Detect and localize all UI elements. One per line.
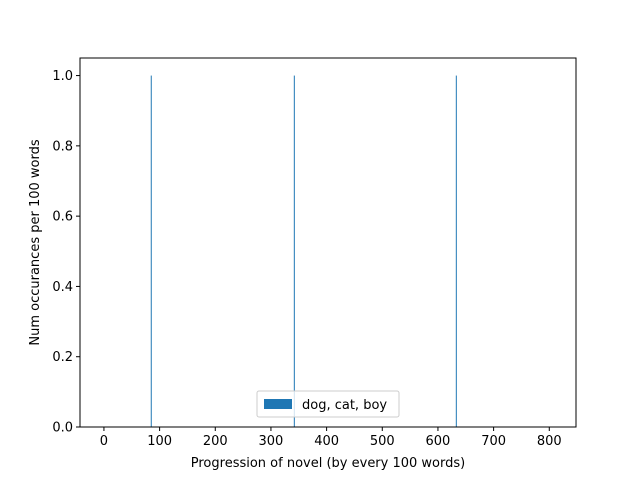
x-axis: 0 100 200 300 400 500 600 700 800 <box>100 427 562 449</box>
x-tick-label: 0 <box>100 434 108 449</box>
y-tick-label: 1.0 <box>52 69 73 84</box>
y-tick-label: 0.4 <box>52 280 73 295</box>
legend-swatch <box>264 399 292 409</box>
x-tick-label: 400 <box>314 434 339 449</box>
x-tick-label: 800 <box>537 434 562 449</box>
x-tick-label: 500 <box>370 434 395 449</box>
x-axis-label: Progression of novel (by every 100 words… <box>191 456 465 471</box>
x-tick-label: 300 <box>259 434 284 449</box>
bars-layer <box>150 75 457 428</box>
legend-label: dog, cat, boy <box>302 398 387 413</box>
x-tick-label: 100 <box>147 434 172 449</box>
bar <box>293 75 295 428</box>
y-tick-label: 0.6 <box>52 210 73 225</box>
y-tick-label: 0.8 <box>52 139 73 154</box>
y-axis: 0.0 0.2 0.4 0.6 0.8 1.0 <box>52 69 80 436</box>
legend-box <box>256 390 400 418</box>
plot-frame <box>79 57 577 428</box>
legend: dog, cat, boy <box>256 390 400 418</box>
bar <box>150 75 152 428</box>
x-tick-label: 700 <box>481 434 506 449</box>
bar <box>455 75 457 428</box>
x-tick-label: 600 <box>426 434 451 449</box>
y-axis-label: Num occurances per 100 words <box>28 139 43 345</box>
y-tick-label: 0.2 <box>52 350 73 365</box>
x-tick-label: 200 <box>203 434 228 449</box>
y-tick-label: 0.0 <box>52 421 73 436</box>
